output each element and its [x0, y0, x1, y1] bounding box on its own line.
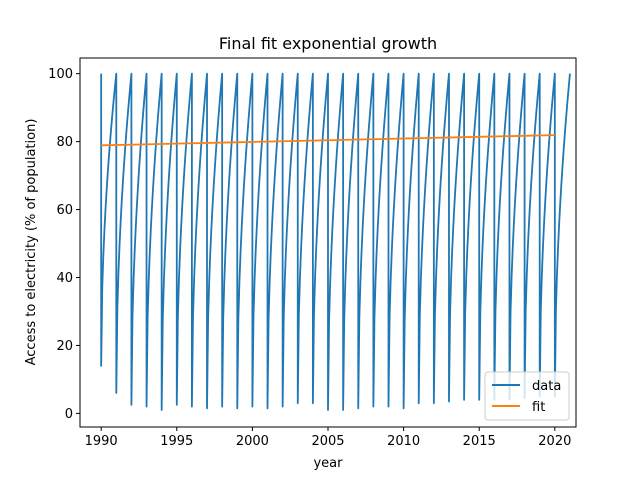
x-tick-label: 1990 — [85, 434, 118, 449]
y-tick-label: 40 — [56, 271, 73, 286]
x-tick-label: 2000 — [236, 434, 269, 449]
y-axis-label: Access to electricity (% of population) — [24, 119, 39, 366]
series-line-data — [100, 72, 571, 411]
legend: data fit — [484, 371, 570, 421]
y-axis: 0 20 40 60 80 100 — [48, 67, 80, 422]
x-axis-label: year — [313, 456, 343, 471]
x-tick-label: 1995 — [160, 434, 193, 449]
y-tick-label: 60 — [56, 203, 73, 218]
legend-label-data: data — [532, 379, 561, 394]
y-tick-label: 80 — [56, 135, 73, 150]
x-axis: 1990 1995 2000 2005 2010 2015 2020 — [85, 427, 571, 449]
x-tick-label: 2015 — [463, 434, 496, 449]
x-tick-label: 2005 — [311, 434, 344, 449]
legend-label-fit: fit — [532, 400, 545, 415]
series-layer — [100, 72, 571, 411]
x-tick-label: 2010 — [387, 434, 420, 449]
series-line-fit — [101, 134, 555, 147]
y-tick-label: 100 — [48, 67, 73, 82]
chart-title: Final fit exponential growth — [219, 34, 437, 53]
x-tick-label: 2020 — [538, 434, 571, 449]
y-tick-label: 0 — [65, 407, 73, 422]
y-tick-label: 20 — [56, 339, 73, 354]
